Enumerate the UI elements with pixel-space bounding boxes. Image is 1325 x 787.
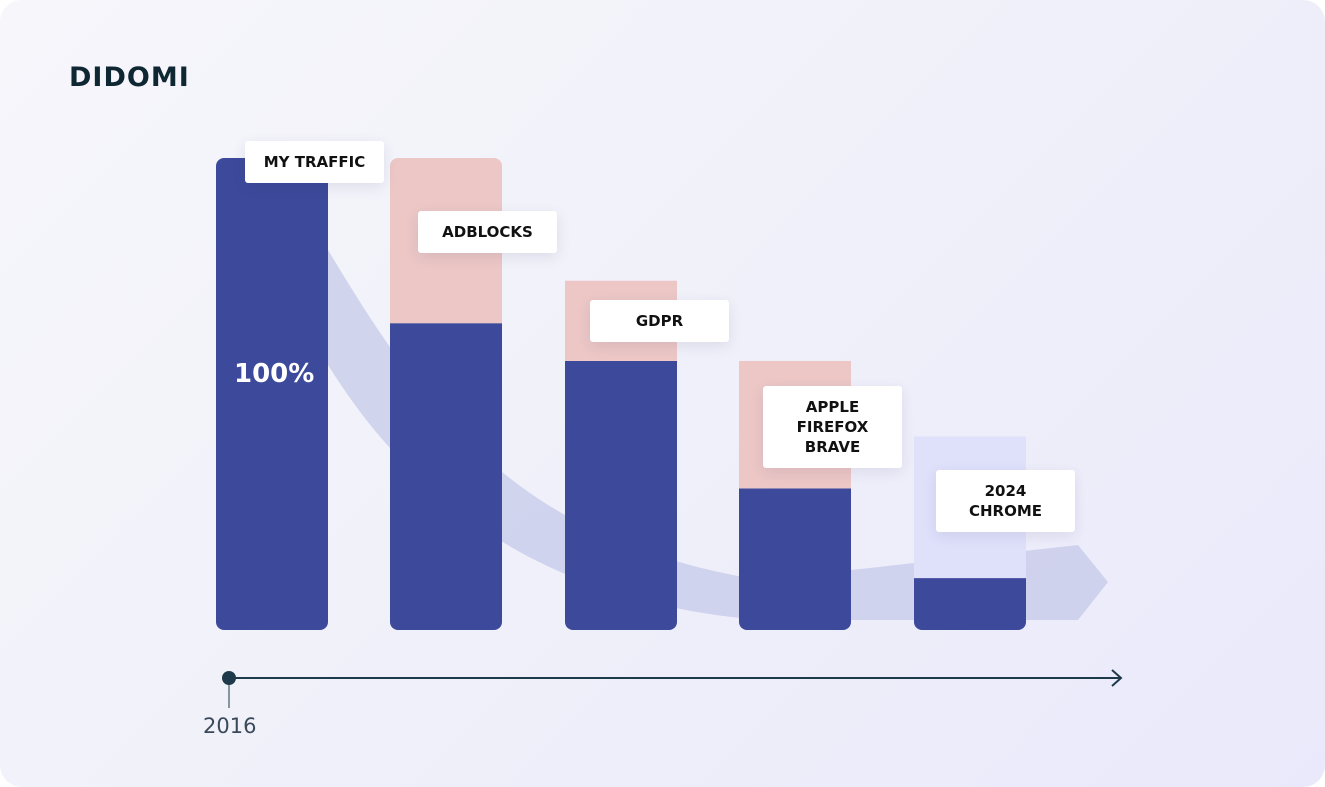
- didomi-logo: DIDOMI: [69, 62, 190, 93]
- bar-tag-1: ADBLOCKS: [418, 211, 557, 253]
- timeline-start-label: 2016: [203, 714, 257, 738]
- bar-tag-line: APPLE: [805, 398, 860, 416]
- trend-arrow: [328, 250, 1108, 620]
- bar-tag-line: GDPR: [635, 312, 684, 330]
- bar-segment-retained-0: [216, 158, 328, 630]
- bar-tag-line: FIREFOX: [796, 418, 869, 436]
- bar-group-0: [216, 158, 328, 630]
- bar-tag-line: 2024: [984, 482, 1027, 500]
- bar-segment-retained-3: [739, 488, 851, 630]
- bars-layer: [216, 158, 1026, 630]
- bar-tag-4: 2024 CHROME: [936, 470, 1075, 532]
- bar-tag-0: MY TRAFFIC: [245, 141, 384, 183]
- timeline-start-dot: [222, 671, 236, 685]
- bar-segment-retained-4: [914, 578, 1026, 630]
- bar-tag-line: MY TRAFFIC: [263, 153, 366, 171]
- bar-tag-line: CHROME: [968, 502, 1043, 520]
- first-bar-value-label: 100%: [234, 359, 315, 389]
- bar-tag-line: BRAVE: [804, 438, 861, 456]
- bar-tag-line: ADBLOCKS: [442, 223, 533, 241]
- bar-segment-retained-2: [565, 360, 677, 630]
- bar-tag-3: APPLE FIREFOX BRAVE: [763, 386, 902, 468]
- bar-segment-retained-1: [390, 323, 502, 630]
- bar-tag-2: GDPR: [590, 300, 729, 342]
- timeline-axis: [222, 669, 1123, 708]
- timeline-arrowhead: [1111, 669, 1123, 687]
- bar-group-2: [565, 280, 677, 630]
- trend-arrow-layer: [328, 250, 1108, 620]
